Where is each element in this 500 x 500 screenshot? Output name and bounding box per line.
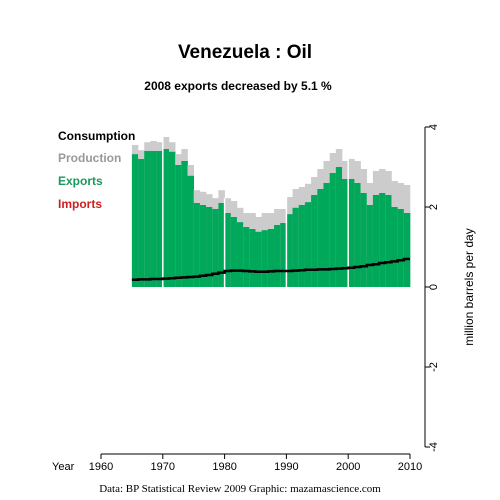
exports-bar — [249, 229, 256, 287]
exports-bar — [156, 151, 164, 287]
legend-exports: Exports — [58, 174, 103, 188]
exports-bar — [360, 193, 368, 287]
exports-bar — [175, 165, 182, 287]
consumption-line — [131, 257, 410, 282]
exports-bar — [206, 207, 213, 287]
exports-bar — [168, 151, 176, 287]
y-tick-label: 2 — [428, 204, 440, 210]
y-tick-label: 0 — [428, 284, 440, 290]
exports-bar — [230, 217, 238, 287]
exports-bar — [385, 195, 392, 287]
x-axis: Year 1960 1970 1980 1990 2000 2010 — [52, 453, 422, 473]
exports-bar — [267, 229, 275, 287]
y-tick-label: 4 — [428, 124, 440, 130]
x-tick-label: 1970 — [151, 461, 175, 473]
exports-bar — [298, 205, 306, 287]
exports-bar — [304, 202, 312, 287]
exports-bar — [354, 183, 361, 287]
exports-bar — [255, 231, 262, 287]
x-tick-label: 1980 — [212, 461, 236, 473]
exports-bar — [391, 207, 398, 287]
x-tick-label: 1990 — [274, 461, 298, 473]
exports-bar — [329, 173, 337, 287]
exports-bar — [379, 193, 386, 287]
exports-bar — [261, 230, 269, 287]
source-credit: Data: BP Statistical Review 2009 Graphic… — [99, 483, 381, 495]
exports-bar — [403, 213, 411, 287]
exports-bar — [224, 213, 232, 287]
exports-bar — [181, 161, 188, 287]
exports-bar — [342, 179, 349, 287]
x-tick-label: 2000 — [336, 461, 360, 473]
exports-bar — [218, 203, 225, 287]
x-tick-label: 1960 — [89, 461, 113, 473]
legend: Consumption Production Exports Imports — [58, 129, 135, 211]
x-tick-label: 2010 — [398, 461, 422, 473]
exports-bar — [212, 209, 219, 287]
exports-bar — [193, 203, 201, 287]
exports-bar — [317, 189, 324, 287]
exports-bar — [144, 151, 151, 287]
exports-bar — [138, 159, 145, 287]
exports-bar — [292, 207, 300, 287]
exports-bar — [397, 209, 405, 287]
exports-bar — [236, 222, 244, 287]
exports-bar — [187, 175, 194, 287]
exports-bar — [150, 151, 157, 287]
plot-area — [131, 137, 411, 287]
exports-bar — [162, 149, 170, 287]
exports-bar — [335, 167, 343, 287]
chart-subtitle: 2008 exports decreased by 5.1 % — [144, 79, 332, 93]
exports-bar — [323, 183, 330, 287]
chart-title: Venezuela : Oil — [178, 42, 312, 63]
exports-bar — [131, 154, 139, 287]
y-tick-label: -4 — [428, 442, 440, 452]
exports-bar — [372, 195, 380, 287]
exports-bar — [311, 195, 318, 287]
legend-consumption: Consumption — [58, 129, 135, 143]
legend-production: Production — [58, 151, 121, 165]
legend-imports: Imports — [58, 197, 102, 211]
y-axis: million barrels per day 4 2 0 -2 -4 — [424, 124, 476, 452]
exports-bar — [243, 227, 250, 287]
exports-bar — [348, 179, 355, 287]
y-tick-label: -2 — [428, 362, 440, 372]
exports-bar — [274, 225, 281, 287]
y-axis-label: million barrels per day — [462, 228, 476, 345]
x-axis-label: Year — [52, 461, 75, 473]
exports-bar — [199, 205, 207, 287]
exports-bar — [280, 223, 287, 287]
exports-bar — [286, 214, 293, 287]
exports-bar — [366, 205, 374, 287]
